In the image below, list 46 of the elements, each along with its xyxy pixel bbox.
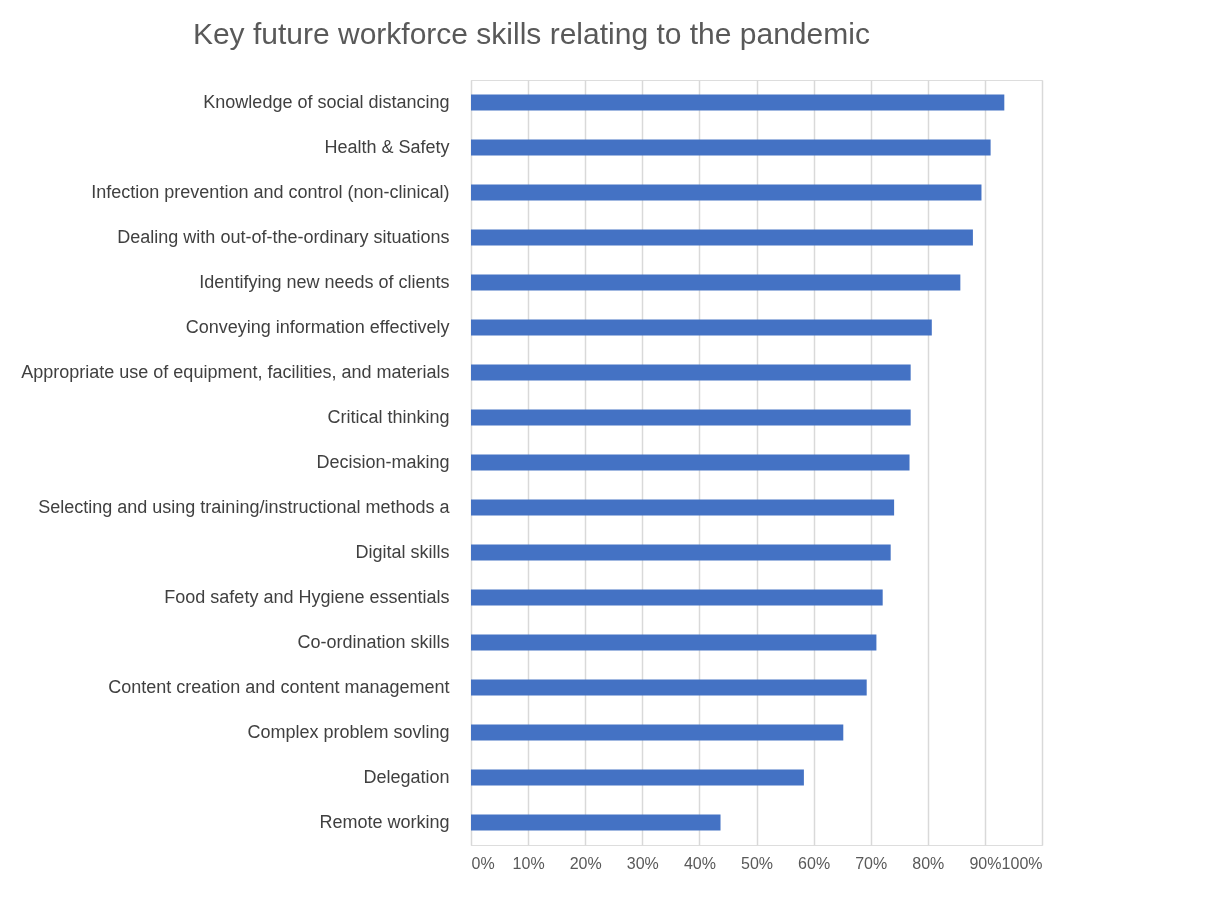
y-tick-label: Complex problem sovling (247, 721, 450, 742)
y-tick-label: Critical thinking (327, 406, 450, 427)
y-tick-label: Remote working (319, 811, 450, 832)
bar (471, 634, 877, 651)
y-tick-label: Digital skills (355, 541, 450, 562)
x-tick-label: 90% (969, 854, 1002, 872)
x-tick-label: 50% (740, 854, 774, 872)
y-tick-label: Appropriate use of equipment, facilities, and materials (21, 361, 450, 382)
x-tick-label: 80% (912, 854, 945, 872)
x-tick-label: 70% (855, 854, 888, 872)
bar (471, 274, 961, 291)
bar (471, 454, 910, 471)
bar (471, 364, 911, 381)
y-tick-label: Knowledge of social distancing (203, 91, 450, 112)
bar (471, 409, 911, 426)
bar (471, 589, 883, 606)
bar (471, 184, 982, 201)
y-tick-label: Food safety and Hygiene essentials (164, 586, 450, 607)
x-tick-label: 0% (471, 854, 495, 872)
y-tick-label: Delegation (363, 766, 450, 787)
x-tick-label: 20% (569, 854, 602, 872)
x-tick-label: 30% (626, 854, 659, 872)
y-tick-label: Infection prevention and control (non-clinical) (91, 181, 450, 202)
bar (471, 139, 991, 156)
bar (471, 499, 895, 516)
y-tick-label: Dealing with out-of-the-ordinary situations (117, 226, 450, 247)
y-tick-label: Decision-making (316, 451, 450, 472)
y-tick-label: Health & Safety (324, 136, 450, 157)
y-tick-label: Conveying information effectively (185, 316, 450, 337)
bar (471, 814, 721, 831)
x-tick-label: 100% (1001, 854, 1043, 872)
y-tick-label: Selecting and using training/instructional methods a (38, 496, 451, 517)
y-tick-label: Co-ordination skills (297, 631, 450, 652)
bar (471, 769, 804, 786)
y-tick-label: Identifying new needs of clients (199, 271, 450, 292)
bar (471, 319, 932, 336)
chart-title: Key future workforce skills relating to the pandemic (192, 17, 870, 50)
y-tick-label: Content creation and content management (108, 676, 450, 697)
bar (471, 724, 844, 741)
x-tick-label: 40% (683, 854, 716, 872)
x-tick-label: 10% (512, 854, 545, 872)
x-tick-label: 60% (798, 854, 831, 872)
bar (471, 94, 1005, 111)
bar (471, 679, 867, 696)
bar (471, 544, 891, 561)
bar (471, 229, 973, 246)
